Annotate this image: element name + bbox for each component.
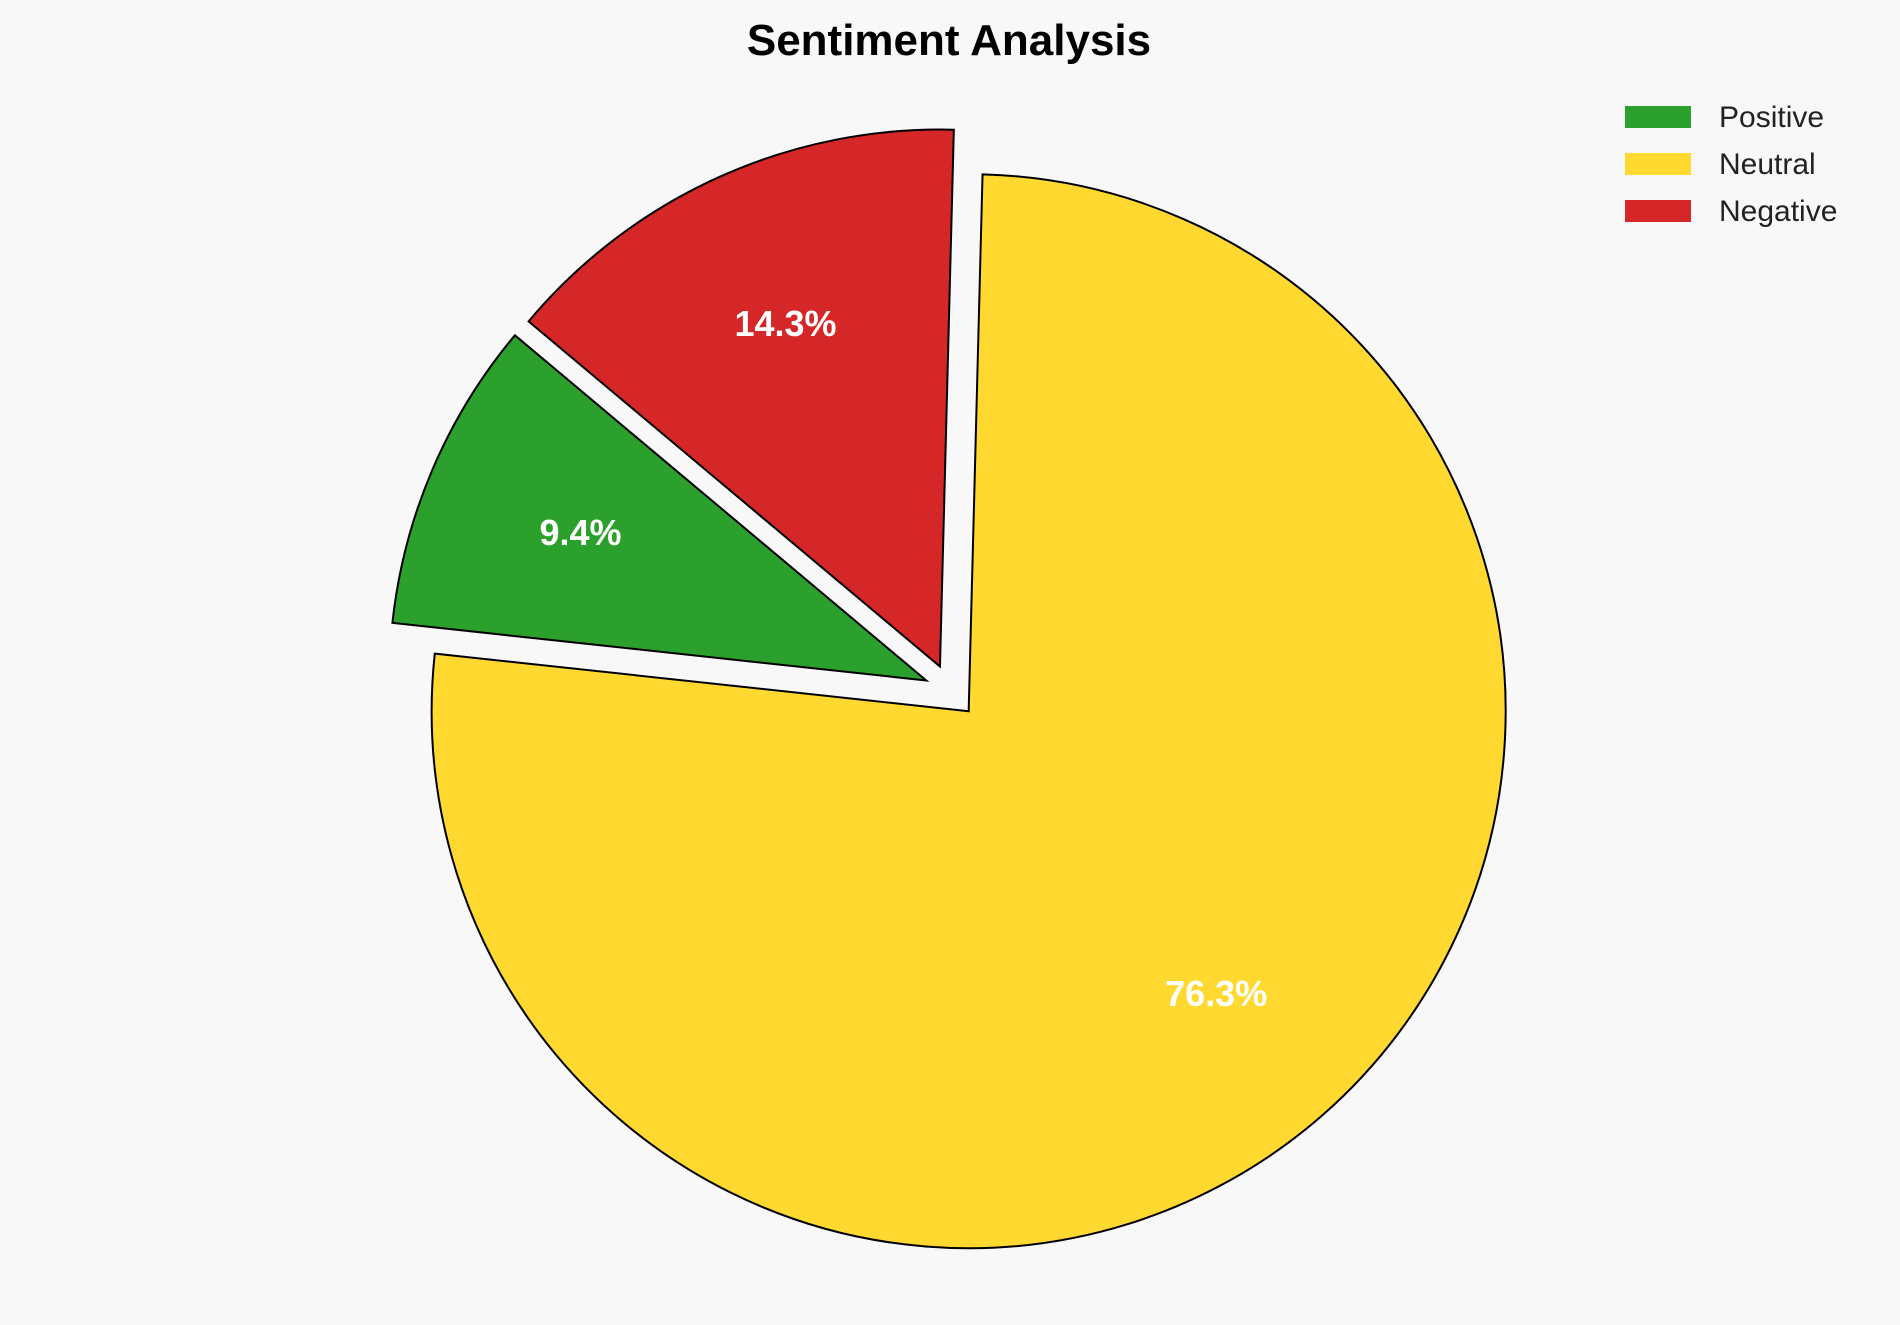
pie-slice-positive bbox=[391, 333, 930, 682]
legend-swatch-negative bbox=[1625, 200, 1691, 222]
pie-labels: 9.4% 76.3% 14.3% bbox=[539, 303, 1267, 1014]
pie-slice-negative bbox=[527, 128, 955, 669]
legend-swatch-neutral bbox=[1625, 153, 1691, 175]
pie-slices bbox=[391, 128, 1507, 1250]
pie-slice-neutral bbox=[430, 173, 1507, 1250]
chart-title: Sentiment Analysis bbox=[747, 16, 1151, 65]
legend: Positive Neutral Negative bbox=[1625, 101, 1837, 228]
legend-label-positive: Positive bbox=[1719, 101, 1824, 134]
legend-swatch-positive bbox=[1625, 106, 1691, 128]
legend-label-neutral: Neutral bbox=[1719, 148, 1816, 181]
legend-label-negative: Negative bbox=[1719, 195, 1837, 228]
slice-label-negative: 14.3% bbox=[734, 303, 836, 344]
slice-label-neutral: 76.3% bbox=[1165, 973, 1267, 1014]
slice-label-positive: 9.4% bbox=[539, 512, 621, 553]
